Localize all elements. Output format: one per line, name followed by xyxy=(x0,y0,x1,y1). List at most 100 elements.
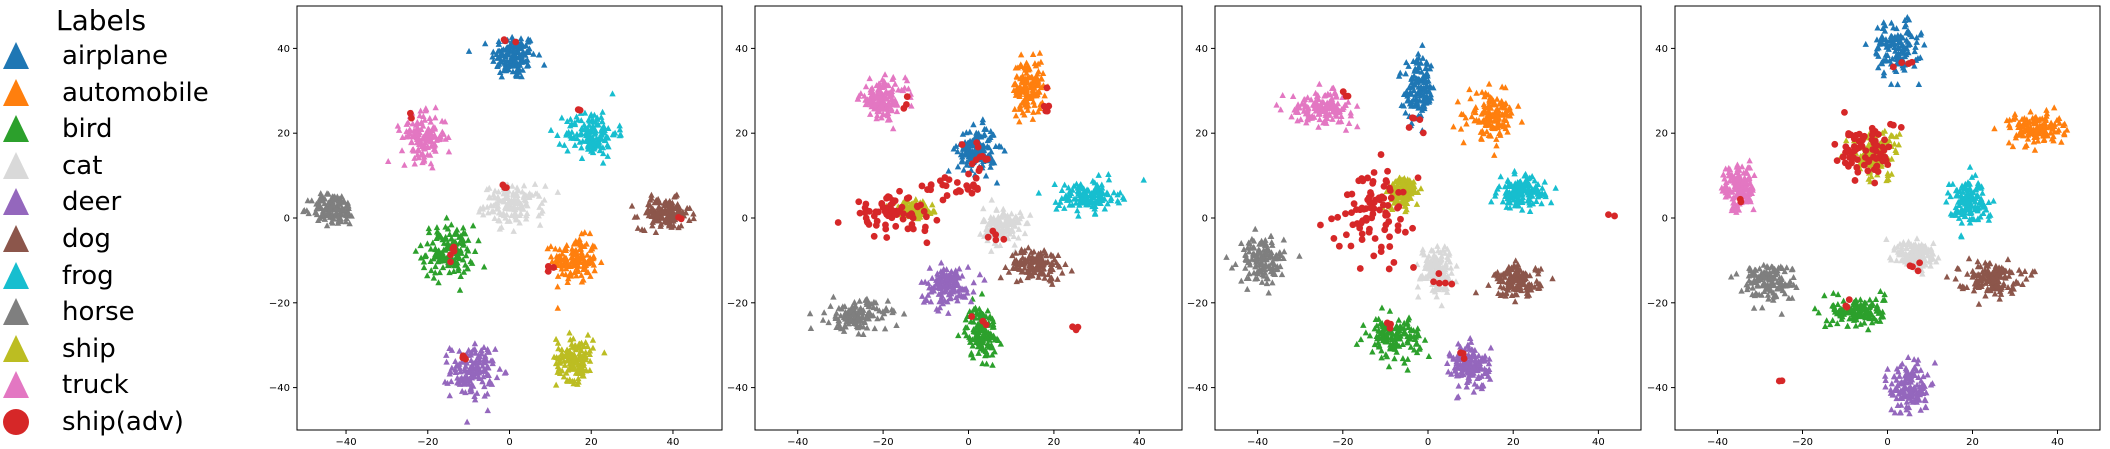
point-airplane xyxy=(963,161,971,168)
point-cat xyxy=(1446,249,1453,256)
point-ship-adv xyxy=(1369,210,1377,218)
point-ship-adv xyxy=(1358,204,1366,212)
point-ship-adv xyxy=(1370,252,1378,260)
point-automobile xyxy=(554,272,562,279)
point-automobile xyxy=(1034,77,1042,84)
point-truck xyxy=(1323,119,1330,126)
point-deer xyxy=(473,389,481,396)
point-airplane xyxy=(1894,81,1901,88)
point-ship xyxy=(552,381,560,388)
point-dog xyxy=(659,208,666,215)
point-horse xyxy=(1271,271,1279,278)
point-dog xyxy=(690,210,697,217)
point-airplane xyxy=(1001,147,1008,154)
point-horse xyxy=(871,325,878,332)
point-bird xyxy=(990,318,997,325)
point-automobile xyxy=(1016,104,1024,111)
point-deer xyxy=(945,309,952,316)
point-truck xyxy=(867,101,874,108)
legend-entry-dog: dog xyxy=(0,221,208,257)
point-truck xyxy=(878,94,885,101)
point-airplane xyxy=(504,44,512,51)
point-cat xyxy=(977,230,984,237)
point-automobile xyxy=(1481,93,1488,100)
point-truck xyxy=(890,73,897,80)
point-truck xyxy=(424,151,431,158)
point-ship-adv xyxy=(1317,221,1324,229)
legend-entry-truck: truck xyxy=(0,367,208,403)
point-truck xyxy=(409,120,417,127)
point-deer xyxy=(936,304,944,311)
point-bird xyxy=(457,272,464,279)
point-automobile xyxy=(1488,121,1496,128)
point-bird xyxy=(972,334,980,341)
point-ship-adv xyxy=(1401,228,1409,236)
point-airplane xyxy=(1415,64,1423,71)
point-frog xyxy=(556,140,563,147)
point-frog xyxy=(1110,189,1118,196)
point-truck xyxy=(427,160,435,167)
point-ship-adv xyxy=(1384,202,1392,209)
legend-triangle-marker xyxy=(3,298,29,326)
point-automobile xyxy=(2040,132,2047,139)
x-tick-label: −20 xyxy=(1332,437,1353,448)
point-bird xyxy=(453,230,461,237)
point-deer xyxy=(1480,382,1487,389)
point-dog xyxy=(1512,263,1520,270)
point-deer xyxy=(1451,367,1459,374)
point-truck xyxy=(1301,100,1308,107)
point-ship xyxy=(563,357,571,364)
point-ship-adv xyxy=(1348,209,1355,217)
point-ship-adv xyxy=(1405,124,1413,131)
point-dog xyxy=(686,216,693,223)
point-ship xyxy=(586,347,594,354)
point-cat xyxy=(1438,255,1445,262)
point-bird xyxy=(1834,300,1842,307)
point-ship-adv xyxy=(1369,179,1377,187)
point-frog xyxy=(611,129,619,136)
point-horse xyxy=(833,324,840,331)
x-tick-label: −40 xyxy=(1247,437,1268,448)
point-airplane xyxy=(1876,40,1883,47)
point-airplane xyxy=(524,56,531,63)
point-horse xyxy=(848,316,855,323)
point-bird xyxy=(454,259,461,266)
point-horse xyxy=(1246,270,1253,277)
point-automobile xyxy=(2021,115,2028,122)
point-cat xyxy=(1018,212,1025,219)
point-automobile xyxy=(1017,61,1024,68)
point-cat xyxy=(510,198,518,205)
point-automobile xyxy=(583,268,590,275)
point-horse xyxy=(1250,244,1257,251)
point-bird xyxy=(1390,345,1398,352)
point-bird xyxy=(968,349,975,356)
point-truck xyxy=(445,148,453,155)
points-group xyxy=(1718,13,2071,417)
point-bird xyxy=(424,272,431,279)
point-dog xyxy=(1510,284,1517,291)
point-horse xyxy=(1269,279,1276,286)
point-cat xyxy=(508,212,515,219)
point-automobile xyxy=(1502,84,1509,91)
point-ship-adv xyxy=(544,267,552,275)
legend-triangle-marker xyxy=(3,78,29,106)
point-airplane xyxy=(1418,68,1425,75)
y-tick-label: −20 xyxy=(727,298,748,309)
point-automobile xyxy=(2060,129,2068,136)
legend-triangle-marker xyxy=(3,334,29,362)
point-dog xyxy=(1047,264,1055,271)
point-airplane xyxy=(1408,75,1415,82)
point-cat xyxy=(1428,262,1435,269)
point-horse xyxy=(860,306,867,313)
point-deer xyxy=(928,284,935,291)
point-bird xyxy=(442,233,449,240)
point-cat xyxy=(502,214,509,221)
point-truck xyxy=(1345,119,1353,126)
point-cat xyxy=(1444,245,1451,252)
point-frog xyxy=(561,141,568,148)
point-truck xyxy=(1292,108,1300,115)
point-airplane xyxy=(1901,66,1908,73)
point-frog xyxy=(1119,194,1127,201)
point-ship-adv xyxy=(1358,230,1366,238)
